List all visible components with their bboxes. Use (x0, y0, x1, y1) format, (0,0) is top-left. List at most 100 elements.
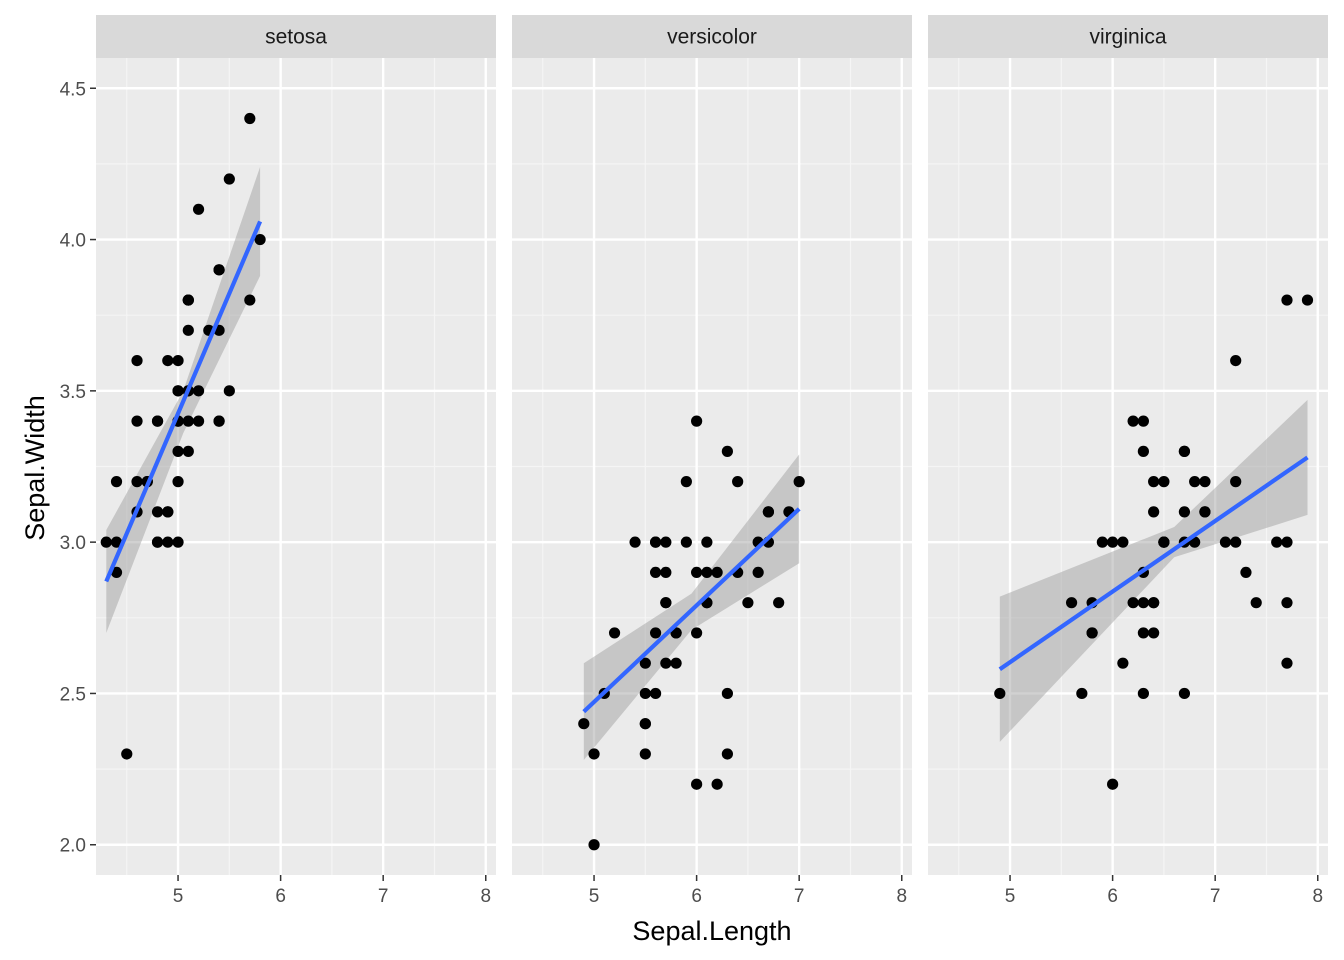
data-point (1137, 687, 1149, 700)
regression-line (104, 220, 263, 583)
data-point (608, 627, 621, 639)
data-point (121, 748, 133, 760)
y-tick-label: 4.5 (60, 79, 86, 100)
data-point (670, 657, 682, 669)
data-point (162, 506, 174, 518)
data-point (100, 536, 112, 548)
data-point (1250, 597, 1262, 609)
data-point (1178, 506, 1191, 518)
data-point (1137, 597, 1149, 609)
x-tick-label: 5 (1005, 886, 1016, 907)
data-point (1230, 476, 1242, 488)
data-point (1148, 627, 1160, 639)
data-point (752, 566, 764, 579)
data-point (1230, 354, 1242, 367)
facet-panels: setosa 5 6 7 8 versicolor 5 6 7 8 virginica 5 6 7 8 (96, 15, 1328, 907)
data-point (1219, 536, 1232, 548)
x-tick-label: 5 (589, 886, 600, 907)
data-point (1199, 476, 1211, 488)
data-point (1178, 445, 1191, 457)
data-point (773, 597, 785, 609)
data-point (639, 718, 651, 730)
data-point (1281, 657, 1293, 669)
facet-strip-label: versicolor (667, 26, 757, 49)
data-point (994, 687, 1006, 700)
data-point (649, 627, 662, 639)
data-point (639, 748, 651, 760)
data-point (192, 385, 205, 397)
data-point (578, 718, 590, 730)
data-point (1137, 627, 1149, 639)
facet-panel-setosa: setosa 5 6 7 8 (96, 15, 496, 907)
data-point (1137, 415, 1149, 427)
data-point (1148, 506, 1160, 518)
data-point (629, 536, 641, 548)
x-tick-label: 6 (275, 886, 286, 907)
data-point (1096, 536, 1108, 548)
x-tick-label: 5 (173, 886, 184, 907)
data-point (1199, 506, 1211, 518)
data-point (182, 445, 194, 457)
data-point (254, 233, 266, 246)
data-point (162, 536, 174, 548)
data-point (660, 597, 672, 609)
data-point (701, 536, 713, 548)
data-point (701, 566, 713, 579)
data-point (1107, 778, 1119, 790)
x-tick-label: 7 (378, 886, 389, 907)
data-point (1148, 476, 1160, 488)
data-point (1107, 536, 1119, 548)
data-point (660, 536, 672, 548)
data-point (649, 687, 662, 700)
data-point (742, 597, 754, 609)
data-point (1281, 597, 1293, 609)
data-point (1086, 627, 1098, 639)
facet-strip-label: setosa (265, 26, 327, 49)
y-tick-label: 4.0 (60, 231, 86, 252)
facet-strip (512, 15, 912, 58)
x-tick-label: 7 (1210, 886, 1221, 907)
data-point (172, 445, 184, 457)
data-point (1117, 536, 1129, 548)
data-point (1158, 476, 1170, 488)
data-point (691, 566, 703, 579)
data-point (1178, 687, 1191, 700)
data-point (192, 415, 205, 427)
data-point (1230, 536, 1242, 548)
data-point (711, 566, 723, 579)
data-point (721, 687, 733, 700)
data-point (223, 385, 235, 397)
data-point (244, 294, 256, 306)
data-point (732, 476, 744, 488)
confidence-band (583, 454, 800, 760)
y-tick-label: 2.5 (60, 684, 86, 705)
data-point (660, 566, 672, 579)
facet-strip-label: virginica (1089, 26, 1166, 49)
y-tick-label: 2.0 (60, 836, 86, 857)
data-point (1065, 597, 1078, 609)
data-point (172, 536, 184, 548)
data-point (1117, 657, 1129, 669)
data-point (691, 778, 703, 790)
data-point (182, 294, 194, 306)
facet-panel-versicolor: versicolor 5 6 7 8 (512, 15, 912, 907)
data-point (588, 748, 600, 760)
confidence-band (999, 399, 1308, 742)
facet-strip (96, 15, 496, 58)
data-point (213, 264, 225, 276)
x-tick-label: 6 (1107, 886, 1118, 907)
data-point (639, 657, 651, 669)
data-point (711, 778, 723, 790)
x-tick-label: 6 (691, 886, 702, 907)
data-point (213, 415, 225, 427)
data-point (588, 839, 600, 851)
data-point (162, 354, 174, 367)
data-point (131, 415, 143, 427)
x-tick-label: 8 (1312, 886, 1323, 907)
data-point (639, 687, 651, 700)
data-point (1281, 294, 1293, 306)
data-point (721, 445, 733, 457)
x-axis-title: Sepal.Length (632, 916, 791, 946)
y-axis-title: Sepal.Width (20, 395, 50, 541)
